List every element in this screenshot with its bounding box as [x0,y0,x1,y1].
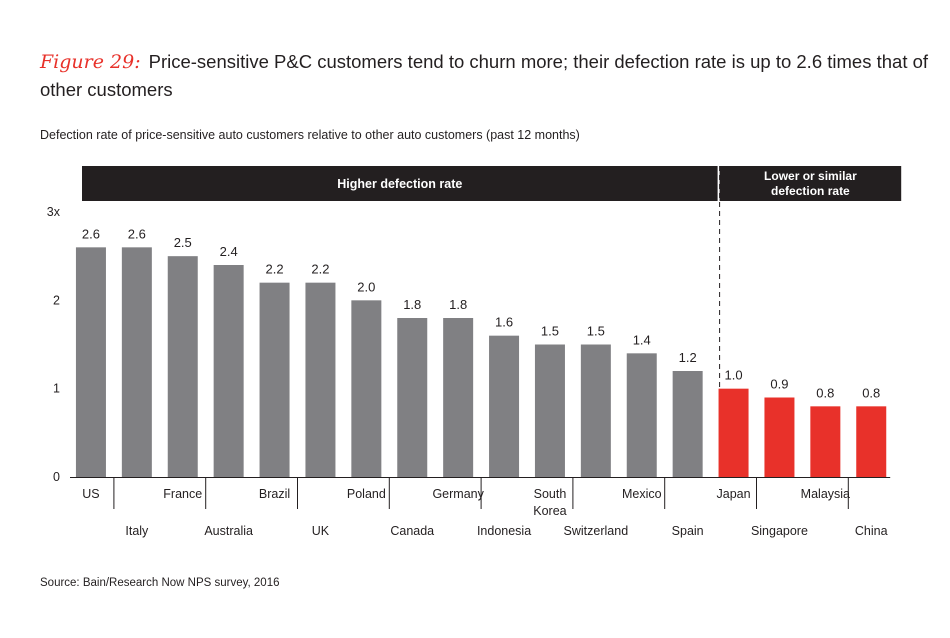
value-label-17: 0.8 [862,385,880,400]
chart-subtitle: Defection rate of price-sensitive auto c… [40,128,580,142]
y-tick-label-2: 2 [53,293,60,307]
bar-17 [856,406,887,477]
y-tick-label-0: 0 [53,470,60,484]
bar-7 [397,318,428,477]
category-label-17: China [855,524,888,538]
bar-9 [489,335,520,477]
value-label-4: 2.2 [266,262,284,277]
value-label-5: 2.2 [311,262,329,277]
value-label-13: 1.2 [679,350,697,365]
value-label-10: 1.5 [541,324,559,339]
category-label-7: Canada [390,524,434,538]
bar-5 [305,282,336,477]
category-label-0: US [82,487,99,501]
group-banner-label-2-line-1: Lower or similar [764,169,857,183]
value-label-12: 1.4 [633,332,651,347]
bar-13 [672,371,703,477]
value-label-7: 1.8 [403,297,421,312]
category-label-4: Brazil [259,487,290,501]
category-label-3: Australia [204,524,253,538]
bar-16 [810,406,841,477]
bar-0 [75,247,106,477]
group-banner-2 [719,166,902,201]
category-label-16: Malaysia [801,487,850,501]
y-tick-label-1: 1 [53,382,60,396]
bar-3 [213,265,244,477]
category-label-2: France [163,487,202,501]
bar-8 [443,318,474,477]
bar-2 [167,256,198,477]
category-label-14: Japan [717,487,751,501]
bar-12 [626,353,657,477]
source-note: Source: Bain/Research Now NPS survey, 20… [40,577,280,589]
category-label-1: Italy [125,524,149,538]
bar-1 [121,247,152,477]
value-label-0: 2.6 [82,226,100,241]
value-label-14: 1.0 [725,368,743,383]
bar-6 [351,300,382,477]
y-tick-label-3x: 3x [47,205,61,219]
bar-10 [534,344,565,477]
figure-label: Figure 29: [40,51,141,73]
value-label-6: 2.0 [357,279,375,294]
category-label-11: Switzerland [564,524,629,538]
value-label-3: 2.4 [220,244,238,259]
value-label-1: 2.6 [128,226,146,241]
category-label-10-1: Korea [533,504,566,518]
value-label-16: 0.8 [816,385,834,400]
value-label-11: 1.5 [587,324,605,339]
category-label-8: Germany [432,487,484,501]
figure-title: Figure 29: Price-sensitive P&C customers … [40,48,930,103]
figure-title-text: Price-sensitive P&C customers tend to ch… [40,51,929,100]
category-label-10-0: South [534,487,567,501]
category-label-6: Poland [347,487,386,501]
bar-15 [764,397,795,477]
category-label-15: Singapore [751,524,808,538]
bar-11 [580,344,611,477]
group-banner-1 [82,166,718,201]
value-label-15: 0.9 [770,377,788,392]
group-banner-label-2-line-2: defection rate [771,184,850,198]
group-banner-label-1: Higher defection rate [337,177,462,191]
bar-4 [259,282,290,477]
value-label-2: 2.5 [174,235,192,250]
category-label-9: Indonesia [477,524,531,538]
bar-14 [718,388,749,477]
category-label-13: Spain [672,524,704,538]
category-label-5: UK [312,524,330,538]
category-label-12: Mexico [622,487,662,501]
value-label-8: 1.8 [449,297,467,312]
value-label-9: 1.6 [495,315,513,330]
